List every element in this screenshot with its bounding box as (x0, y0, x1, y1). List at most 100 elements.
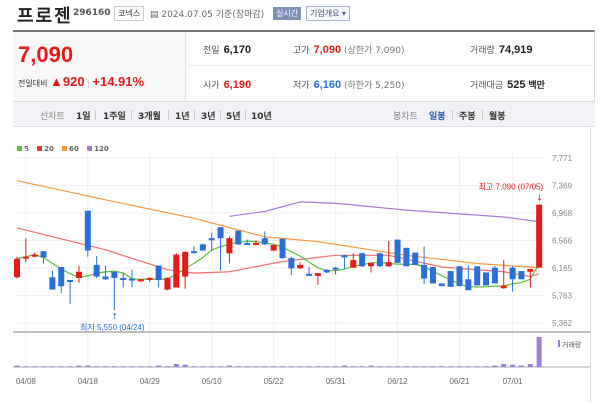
volume-bar (341, 365, 347, 367)
candle-body (509, 267, 516, 280)
tab-5y[interactable]: 5년 (226, 112, 241, 122)
volume-bar (288, 366, 294, 368)
candle-body (491, 267, 498, 284)
x-tick-label: 05/10 (202, 377, 223, 386)
y-tick-label: 5,763 (552, 292, 573, 301)
volume-bar (492, 365, 498, 367)
volume-bar (501, 364, 507, 367)
candle-body (297, 264, 304, 269)
candle-chart-label: 봉차트 (393, 112, 418, 122)
tab-1w[interactable]: 1주일 (103, 112, 126, 122)
candle-body (261, 238, 268, 245)
candle-body (447, 271, 454, 287)
tab-10y[interactable]: 10년 (251, 112, 272, 122)
candle-body (456, 266, 463, 287)
candle-body (323, 269, 330, 273)
stock-name: 프로젠 (17, 6, 73, 27)
tab-monthly[interactable]: 월봉 (489, 112, 506, 122)
tab-weekly[interactable]: 주봉 (459, 112, 476, 122)
date-text: 2024.07.05 기준(장마감) (161, 10, 265, 20)
tab-daily[interactable]: 일봉 (429, 112, 446, 122)
volume-bar (350, 366, 356, 368)
candle-body (483, 272, 490, 286)
volume-bar (448, 366, 454, 368)
up-arrow-icon: ↑ (111, 312, 118, 321)
candle-body (199, 244, 206, 251)
line-chart-label: 선차트 (40, 112, 65, 122)
volume-legend-icon (558, 340, 560, 347)
volume-bar (377, 366, 383, 368)
candle-body (527, 269, 534, 272)
ma5-line (16, 240, 540, 288)
candle-body (314, 273, 321, 276)
volume-bar (182, 364, 188, 367)
volume-bar (386, 366, 392, 368)
candle-body (270, 245, 277, 251)
volume-bar (306, 366, 312, 368)
chart-tabs: 선차트 1일 1주일 3개월 1년 3년 5년 10년 봉차트 일봉 주봉 월봉 (13, 101, 595, 127)
volume-bar (421, 366, 427, 368)
candle-body (368, 262, 374, 267)
volume-bar (156, 365, 162, 367)
volume-bar (510, 364, 516, 367)
candle-body (217, 227, 224, 239)
candle-body (465, 279, 472, 291)
candle-body (120, 277, 127, 280)
volume-bar (280, 366, 285, 368)
trade-amount: 거래대금 525 백만 (470, 79, 545, 91)
tab-3y[interactable]: 3년 (201, 112, 216, 122)
candle-body (474, 266, 481, 286)
candle-body (164, 277, 171, 290)
volume-bar (412, 366, 418, 368)
candle-body (111, 271, 118, 278)
company-overview-dropdown[interactable]: 기업개요 ▾ (306, 6, 350, 21)
current-price-panel: 7,090 전일대비 ▲920 | +14.91% (13, 32, 186, 101)
candle-body (403, 247, 410, 267)
volume-bar (262, 366, 268, 368)
candle-body (394, 239, 401, 263)
candle-body (182, 251, 189, 277)
volume-bar (58, 366, 64, 368)
volume-bar (518, 365, 524, 367)
market-badge: 코넥스 (114, 6, 145, 21)
candle-body (75, 271, 82, 278)
volume-legend-label: 거래량 (562, 340, 582, 349)
volume-bar (32, 366, 38, 368)
candle-body (500, 285, 507, 289)
candle-body (412, 252, 419, 265)
candle-body (376, 253, 383, 267)
volume-bar (138, 366, 144, 368)
candle-body (173, 254, 180, 288)
volume-bar (324, 366, 330, 368)
x-tick-label: 05/22 (264, 377, 285, 386)
volume-bar (253, 366, 259, 368)
candle-body (14, 258, 20, 278)
candle-body (429, 266, 436, 284)
volume-bar (200, 366, 206, 368)
price-change: 전일대비 ▲920 | +14.91% (18, 74, 145, 89)
realtime-button[interactable]: 실시간 (273, 7, 302, 20)
tab-3m[interactable]: 3개월 (138, 112, 161, 122)
legend-ma120: 120 (87, 145, 109, 153)
candle-body (146, 277, 153, 280)
calendar-icon: ▤ (150, 10, 162, 20)
candle-body (226, 238, 233, 254)
candle-body (332, 267, 339, 270)
candle-body (58, 266, 65, 287)
volume-bar (129, 366, 135, 368)
base-date: ▤ 2024.07.05 기준(장마감) (150, 7, 264, 20)
candle-body (279, 238, 286, 259)
tab-1d[interactable]: 1일 (76, 112, 91, 122)
down-arrow-icon: ↓ (536, 194, 543, 203)
volume-bar (41, 366, 47, 368)
y-tick-label: 5,362 (552, 319, 573, 328)
prev-close: 전일 6,170 (203, 44, 252, 56)
volume-bar (474, 366, 480, 368)
volume-bar (271, 366, 277, 368)
y-tick-label: 7,771 (552, 154, 573, 163)
tab-1y[interactable]: 1년 (175, 112, 190, 122)
candle-body (306, 273, 313, 276)
y-tick-label: 6,165 (552, 264, 573, 273)
volume-bar (315, 366, 321, 368)
candle-body (40, 251, 47, 258)
